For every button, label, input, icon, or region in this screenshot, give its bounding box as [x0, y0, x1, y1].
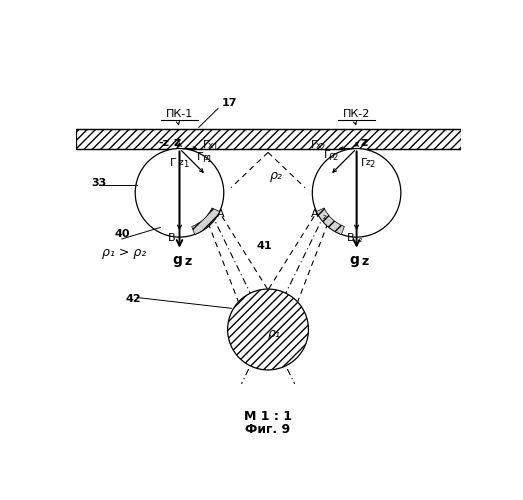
Text: -: -	[354, 138, 358, 148]
Text: x: x	[315, 141, 321, 150]
Text: ρ₂: ρ₂	[269, 169, 282, 182]
Text: B: B	[168, 233, 176, 243]
Text: g: g	[350, 254, 360, 268]
Text: 1: 1	[212, 143, 217, 152]
Text: 2: 2	[320, 143, 325, 152]
Text: М 1 : 1: М 1 : 1	[244, 410, 292, 422]
Text: ПК-1: ПК-1	[166, 108, 193, 118]
Text: ρ: ρ	[202, 153, 208, 162]
Text: ρ₁: ρ₁	[267, 327, 280, 340]
Wedge shape	[316, 208, 344, 234]
Text: ₂: ₂	[359, 235, 362, 244]
Text: 2: 2	[370, 160, 375, 170]
Text: 1: 1	[207, 155, 212, 164]
Polygon shape	[75, 130, 461, 148]
Circle shape	[228, 289, 309, 370]
Text: z: z	[366, 158, 370, 168]
Text: z: z	[179, 158, 184, 168]
Text: ₂: ₂	[323, 212, 326, 222]
Text: z: z	[184, 255, 191, 268]
Circle shape	[312, 148, 401, 237]
Text: z: z	[174, 136, 181, 149]
Text: 41: 41	[256, 240, 272, 250]
Text: Γ: Γ	[310, 140, 316, 149]
Text: Γ: Γ	[360, 158, 367, 168]
Text: Γ: Γ	[324, 150, 330, 160]
Text: -z: -z	[159, 138, 170, 148]
Text: A: A	[311, 210, 319, 220]
Text: Γ: Γ	[197, 152, 203, 162]
Text: z: z	[361, 255, 369, 268]
Text: 2: 2	[333, 153, 338, 162]
Text: Фиг. 9: Фиг. 9	[245, 423, 291, 436]
Text: ρ: ρ	[328, 151, 334, 160]
Text: 42: 42	[126, 294, 141, 304]
Text: 1: 1	[183, 160, 188, 170]
Text: ПК-2: ПК-2	[343, 108, 370, 118]
Text: ρ₁ > ρ₂: ρ₁ > ρ₂	[103, 246, 147, 259]
Text: Γ: Γ	[169, 158, 176, 168]
Text: B: B	[347, 233, 355, 243]
Text: 33: 33	[91, 178, 106, 188]
Text: A: A	[217, 210, 224, 220]
Wedge shape	[192, 208, 220, 234]
Text: 40: 40	[114, 229, 130, 239]
Text: 17: 17	[222, 98, 237, 108]
Circle shape	[135, 148, 224, 237]
Text: Γ: Γ	[202, 140, 209, 149]
Text: x: x	[208, 141, 213, 150]
Text: g: g	[173, 254, 183, 268]
Text: z: z	[360, 136, 368, 149]
